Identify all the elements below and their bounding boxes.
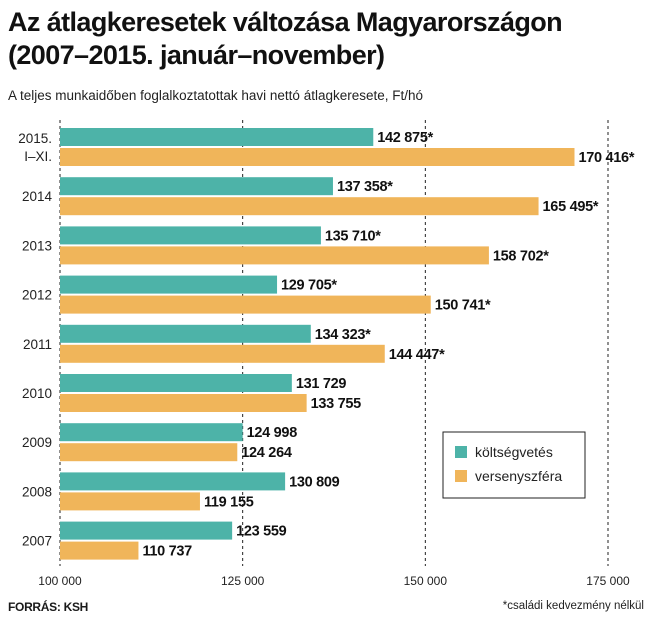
bar — [60, 472, 286, 491]
category-label: 2013 — [22, 238, 52, 253]
footnote: *családi kedvezmény nélkül — [502, 600, 644, 612]
bar-chart: 100 000 125 000 150 000 175 000 2015. I–XI. 14… — [18, 120, 635, 588]
category-label: 2009 — [22, 435, 52, 450]
data-label: 133 755 — [311, 396, 362, 412]
category-label: 2011 — [23, 337, 52, 352]
x-tick-label: 175 000 — [586, 574, 630, 588]
category-label: 2015. — [18, 131, 52, 146]
bar — [60, 541, 139, 560]
title-line-2: (2007–2015. január–november) — [8, 40, 385, 70]
data-label: 137 358* — [337, 179, 393, 195]
data-label: 131 729 — [296, 376, 347, 392]
data-label: 130 809 — [289, 474, 340, 490]
bar — [60, 148, 575, 166]
x-tick-label: 100 000 — [38, 574, 82, 588]
data-label: 158 702* — [493, 248, 549, 264]
category-label: 2008 — [22, 484, 52, 499]
category-label: 2010 — [22, 386, 52, 401]
bar — [60, 324, 311, 343]
legend-swatch — [455, 446, 467, 458]
data-label: 129 705* — [281, 278, 337, 294]
bar — [60, 374, 292, 392]
x-tick-label: 125 000 — [221, 574, 265, 588]
title-line-1: Az átlagkeresetek változása Magyarország… — [8, 7, 563, 37]
data-label: 124 264 — [241, 445, 292, 461]
chart-title: Az átlagkeresetek változása Magyarország… — [8, 6, 648, 72]
data-label: 119 155 — [204, 494, 254, 510]
bar — [60, 521, 233, 540]
data-label: 142 875* — [377, 130, 433, 146]
bar — [60, 275, 278, 294]
data-label: 124 998 — [247, 425, 298, 441]
category-label: 2014 — [22, 189, 53, 204]
bar — [60, 295, 431, 314]
legend-swatch — [455, 470, 467, 482]
bar — [60, 344, 385, 363]
bar — [60, 226, 321, 245]
source-label: FORRÁS: KSH — [8, 600, 89, 614]
category-label: 2007 — [22, 534, 52, 549]
bar — [60, 423, 243, 442]
data-label: 150 741* — [435, 298, 491, 314]
data-label: 165 495* — [543, 199, 599, 215]
data-label: 170 416* — [579, 150, 635, 166]
category-label: 2012 — [22, 288, 52, 303]
legend-label: költségvetés — [475, 444, 553, 460]
data-label: 123 559 — [236, 524, 287, 540]
legend-box — [442, 431, 586, 499]
category-label: I–XI. — [24, 149, 52, 164]
data-label: 144 447* — [389, 347, 445, 363]
bar — [60, 197, 539, 216]
bar — [60, 177, 333, 196]
data-label: 134 323* — [315, 327, 371, 343]
x-tick-label: 150 000 — [404, 574, 448, 588]
data-label: 110 737 — [142, 544, 192, 560]
legend-label: versenyszféra — [475, 468, 562, 484]
bar — [60, 492, 200, 511]
data-label: 135 710* — [325, 228, 381, 244]
bar — [60, 443, 238, 462]
bar — [60, 128, 374, 146]
bar — [60, 394, 307, 412]
chart-subtitle: A teljes munkaidőben foglalkoztatottak h… — [8, 88, 424, 103]
bar — [60, 246, 489, 265]
